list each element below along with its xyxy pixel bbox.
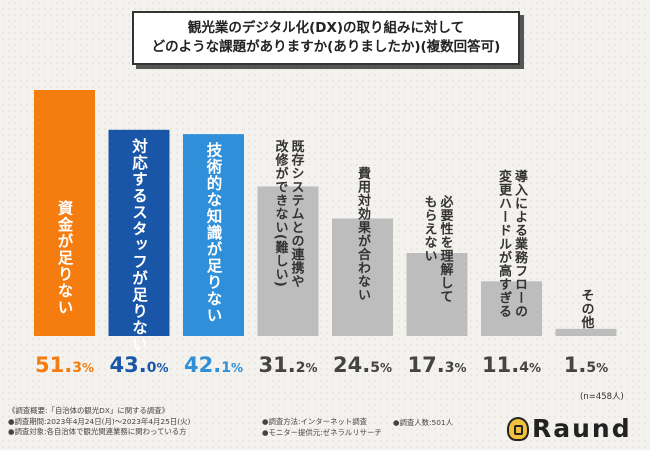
bar-6 <box>481 281 542 336</box>
bar-label-1-0: 対応するスタッフが足りない <box>130 136 149 352</box>
logo-lock-icon <box>507 416 529 441</box>
bar-label-6-0: 導入による業務フローの <box>512 169 529 318</box>
bar-label-5-0: 必要性を理解して <box>438 194 455 303</box>
value-label-3: 31.2% <box>259 353 318 377</box>
survey-footer-2: ●調査方法:インターネット調査 ●モニター提供元:ゼネラルリサーチ <box>262 417 382 438</box>
value-label-6: 11.4% <box>482 353 541 377</box>
bar-label-0-0: 資金が足りない <box>56 199 75 316</box>
value-label-7: 1.5% <box>564 353 608 377</box>
footer-survey-provider: ●モニター提供元:ゼネラルリサーチ <box>262 427 382 437</box>
bar-label-3-0: 既存システムとの連携や <box>289 139 305 288</box>
value-label-2: 42.1% <box>184 353 243 377</box>
footer-survey-count: ●調査人数:501人 <box>393 418 453 427</box>
bar-5 <box>406 253 468 336</box>
survey-footer: 《調査概要:「自治体の観光DX」に関する調査》 ●調査期間:2023年4月24日… <box>8 406 190 438</box>
logo-text: Raund <box>532 414 632 443</box>
bar-label-5-1: もらえない <box>422 195 438 263</box>
chart-title-line1: 観光業のデジタル化(DX)の取り組みに対して <box>187 20 465 36</box>
bar-2 <box>183 134 244 336</box>
value-label-4: 24.5% <box>333 353 392 377</box>
chart-title-box: 観光業のデジタル化(DX)の取り組みに対して どのような課題がありますか(ありま… <box>132 11 520 65</box>
footer-survey-target: ●調査対象:各自治体で観光関連業務に関わっている方 <box>8 427 187 436</box>
bar-label-6-1: 変更ハードルが高すぎる <box>496 169 512 318</box>
bar-3 <box>257 186 319 336</box>
chart-title-line2: どのような課題がありますか(ありましたか)(複数回答可) <box>151 39 501 55</box>
raund-logo: Raund <box>507 414 632 443</box>
bar-1 <box>108 129 170 336</box>
value-label-1: 43.0% <box>110 353 169 377</box>
bar-0 <box>34 90 95 336</box>
value-label-5: 17.3% <box>408 353 467 377</box>
sample-size-note: (n=458人) <box>580 392 624 402</box>
value-label-0: 51.3% <box>35 353 94 377</box>
bar-label-7-0: その他 <box>579 289 596 330</box>
bar-label-4-0: 費用対効果が合わない <box>355 166 372 302</box>
bar-4 <box>332 218 393 336</box>
footer-survey-period: ●調査期間:2023年4月24日(月)〜2023年4月25日(火) <box>8 416 191 426</box>
bar-label-2-0: 技術的な知識が足りない <box>205 141 224 324</box>
footer-survey-method: ●調査方法:インターネット調査 <box>262 417 368 426</box>
bar-7 <box>555 328 617 336</box>
footer-survey-overview: 《調査概要:「自治体の観光DX」に関する調査》 <box>8 406 170 415</box>
bar-label-3-1: 改修ができない(難しい) <box>273 139 290 287</box>
